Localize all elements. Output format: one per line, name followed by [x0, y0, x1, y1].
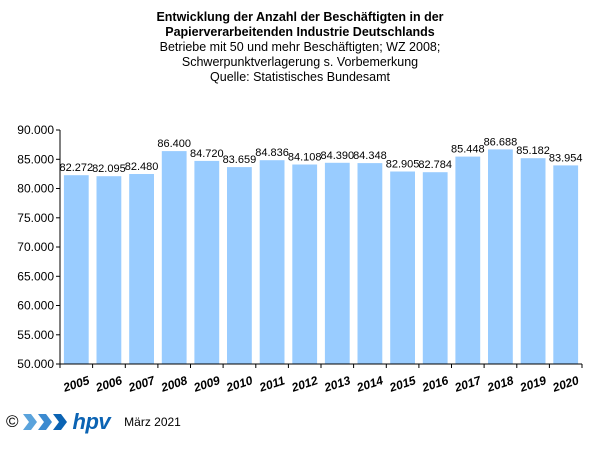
bar-2014	[357, 163, 383, 364]
y-tick-label-90.000: 90.000	[17, 123, 54, 137]
value-label-2016: 82.784	[418, 159, 452, 171]
bar-2019	[520, 158, 546, 364]
value-label-2012: 84.108	[288, 152, 322, 164]
y-tick-label-80.000: 80.000	[17, 182, 54, 196]
x-tick-label-2012: 2012	[289, 373, 320, 395]
bar-2005	[63, 175, 89, 364]
y-tick-label-85.000: 85.000	[17, 152, 54, 166]
y-tick-label-70.000: 70.000	[17, 240, 54, 254]
bar-2007	[129, 174, 154, 364]
chart-subtitle-line-1: Betriebe mit 50 und mehr Beschäftigten; …	[159, 40, 441, 54]
bar-2015	[390, 171, 415, 364]
chart-title-line-2: Papierverarbeitenden Industrie Deutschla…	[165, 25, 435, 39]
x-tick-label-2013: 2013	[321, 373, 352, 395]
chart-subtitle-line-3: Quelle: Statistisches Bundesamt	[210, 70, 390, 84]
bar-2020	[553, 165, 579, 364]
x-tick-label-2019: 2019	[517, 373, 548, 395]
x-tick-label-2020: 2020	[550, 373, 581, 395]
value-label-2009: 84.720	[190, 148, 224, 160]
y-axis: 50.000 55.000 60.000 65.000 70.000 75.000 80.0…	[17, 123, 61, 371]
bar-2008	[161, 151, 187, 364]
x-tick-label-2009: 2009	[191, 373, 222, 395]
x-tick-label-2006: 2006	[93, 373, 124, 395]
bar-2012	[292, 164, 318, 364]
x-axis: 2005 2006 2007 2008 2009 2010 2011 2012 2013 2014…	[59, 363, 583, 395]
x-tick-label-2010: 2010	[224, 373, 255, 395]
chart-title-line-1: Entwicklung der Anzahl der Beschäftigten…	[156, 10, 444, 24]
x-tick-label-2014: 2014	[354, 373, 385, 395]
footer: © hpv März 2021	[6, 409, 181, 434]
value-label-2010: 83.659	[223, 154, 257, 166]
value-label-2008: 86.400	[157, 138, 191, 150]
bar-2016	[422, 172, 448, 364]
y-tick-label-55.000: 55.000	[17, 328, 54, 342]
x-tick-label-2015: 2015	[387, 373, 418, 395]
copyright-symbol: ©	[6, 412, 19, 431]
value-label-2005: 82.272	[59, 162, 93, 174]
value-label-2017: 85.448	[451, 144, 485, 156]
bar-2017	[455, 156, 481, 364]
value-label-2014: 84.348	[353, 150, 387, 162]
x-tick-label-2011: 2011	[257, 373, 287, 395]
chart-subtitle-line-2: Schwerpunktverlagerung s. Vorbemerkung	[181, 55, 419, 69]
bar-2009	[194, 160, 220, 364]
x-tick-label-2008: 2008	[158, 373, 189, 395]
value-label-2013: 84.390	[320, 150, 354, 162]
bar-2010	[227, 167, 252, 364]
value-label-2011: 84.836	[255, 147, 289, 159]
value-label-2018: 86.688	[484, 136, 518, 148]
y-tick-label-50.000: 50.000	[17, 357, 54, 371]
publication-date: März 2021	[124, 415, 181, 429]
x-tick-label-2018: 2018	[485, 373, 516, 395]
hpv-logo-text: hpv	[72, 409, 111, 434]
x-tick-label-2005: 2005	[60, 373, 91, 395]
x-tick-label-2017: 2017	[452, 373, 484, 395]
bar-2018	[488, 149, 513, 364]
value-label-2007: 82.480	[125, 161, 159, 173]
bars-group	[63, 149, 579, 364]
value-label-2020: 83.954	[549, 152, 583, 164]
bar-2013	[324, 162, 350, 364]
value-label-2006: 82.095	[92, 163, 126, 175]
x-tick-label-2016: 2016	[419, 373, 450, 395]
bar-2011	[259, 160, 285, 364]
x-tick-label-2007: 2007	[126, 373, 158, 395]
value-label-2019: 85.182	[516, 145, 550, 157]
hpv-logo-chevrons-icon	[22, 414, 67, 430]
bar-2006	[96, 176, 122, 364]
y-tick-label-65.000: 65.000	[17, 269, 54, 283]
y-tick-label-75.000: 75.000	[17, 211, 54, 225]
chart-header: Entwicklung der Anzahl der Beschäftigten…	[0, 10, 600, 85]
value-label-2015: 82.905	[386, 159, 420, 171]
y-tick-label-60.000: 60.000	[17, 299, 54, 313]
